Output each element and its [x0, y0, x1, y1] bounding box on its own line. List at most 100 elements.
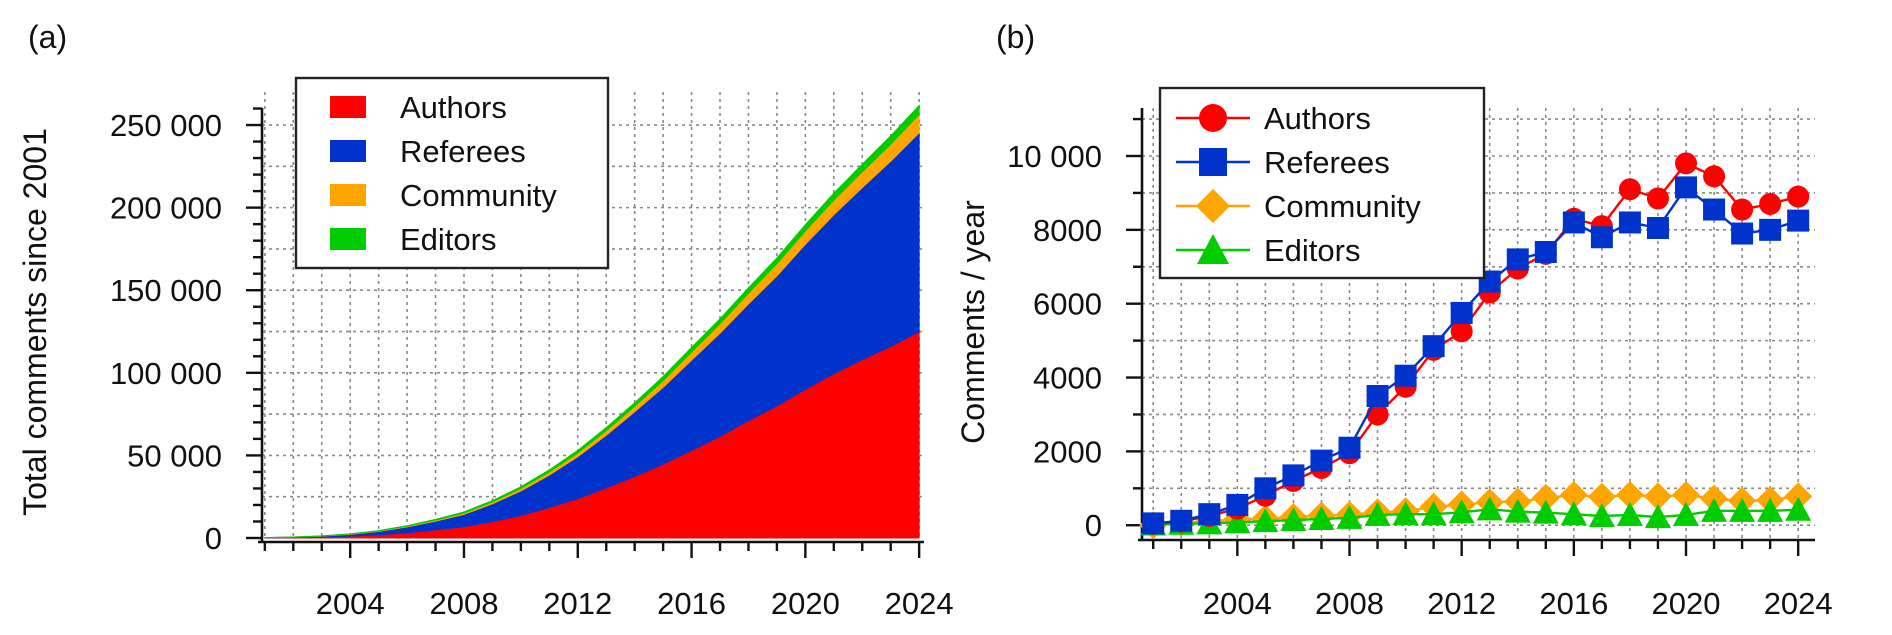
- legend-label: Referees: [400, 134, 526, 169]
- community-marker: [1615, 480, 1644, 509]
- referees-marker: [1562, 211, 1585, 234]
- referees-marker: [1422, 335, 1445, 358]
- authors-marker: [1450, 320, 1473, 343]
- referees-marker: [1310, 449, 1333, 472]
- panel-a-label: (a): [28, 19, 67, 55]
- legend-marker-referees: [1199, 148, 1227, 176]
- referees-marker: [1759, 218, 1782, 241]
- y-tick-label: 0: [1085, 508, 1102, 543]
- editors-marker: [1616, 501, 1643, 526]
- referees-marker: [1703, 198, 1726, 221]
- legend-marker-community: [1196, 189, 1230, 223]
- referees-marker: [1254, 477, 1277, 500]
- legend-swatch-community: [330, 184, 366, 206]
- legend-label: Editors: [1264, 233, 1360, 268]
- authors-marker: [1366, 403, 1389, 426]
- editors-marker: [1420, 501, 1447, 526]
- legend-marker-authors: [1199, 104, 1227, 132]
- community-marker: [1643, 482, 1672, 511]
- editors-marker: [1588, 503, 1615, 527]
- legend-swatch-referees: [330, 140, 366, 162]
- referees-marker: [1198, 503, 1221, 526]
- referees-marker: [1450, 301, 1473, 324]
- y-tick-label: 6000: [1033, 287, 1102, 322]
- y-tick-label: 150 000: [110, 273, 222, 308]
- referees-marker: [1731, 222, 1754, 245]
- community-marker: [1672, 480, 1701, 509]
- legend-label: Referees: [1264, 145, 1390, 180]
- referees-marker: [1394, 364, 1417, 387]
- y-tick-label: 100 000: [110, 356, 222, 391]
- editors-marker: [1280, 507, 1307, 532]
- referees-marker: [1366, 385, 1389, 407]
- y-tick-label: 4000: [1033, 361, 1102, 396]
- legend-label: Authors: [1264, 101, 1371, 136]
- referees-marker: [1142, 512, 1165, 535]
- community-marker: [1531, 483, 1560, 512]
- panel-b: (b) 0 2000 4000 6000 8000 10 000 2004 2008 2012 20…: [955, 19, 1833, 621]
- y-tick-label: 50 000: [127, 438, 222, 473]
- community-marker: [1784, 482, 1813, 511]
- editors-marker: [1644, 504, 1671, 529]
- editors-marker: [1757, 497, 1784, 522]
- referees-marker: [1506, 248, 1529, 271]
- editors-marker: [1504, 498, 1531, 523]
- editors-marker: [1701, 497, 1728, 522]
- x-tick-label: 2024: [1764, 586, 1833, 621]
- editors-marker: [1532, 499, 1559, 524]
- x-tick-label: 2016: [1539, 586, 1608, 621]
- editors-marker: [1392, 501, 1419, 526]
- x-tick-label: 2020: [1652, 586, 1721, 621]
- legend-swatch-authors: [330, 96, 366, 118]
- editors-marker: [1252, 508, 1279, 533]
- referees-marker: [1534, 241, 1557, 263]
- legend-label: Editors: [400, 222, 496, 257]
- authors-marker: [1703, 165, 1726, 188]
- x-tick-label: 2008: [1315, 586, 1384, 621]
- referees-marker: [1590, 226, 1613, 249]
- authors-marker: [1675, 152, 1698, 175]
- authors-marker: [1787, 185, 1810, 208]
- editors-area: [264, 104, 920, 539]
- editors-marker: [1729, 497, 1756, 522]
- authors-marker: [1759, 193, 1782, 215]
- panel-b-label: (b): [996, 19, 1035, 55]
- legend-swatch-editors: [330, 228, 366, 250]
- y-tick-label: 2000: [1033, 434, 1102, 469]
- editors-marker: [1476, 496, 1503, 521]
- legend-label: Community: [400, 178, 557, 213]
- y-axis-title: Total comments since 2001: [17, 128, 53, 516]
- y-tick-label: 8000: [1033, 213, 1102, 248]
- referees-marker: [1170, 509, 1193, 532]
- panel-a: (a) 0 50 000 100 000 150 000 200 000 250 000 20…: [17, 19, 954, 621]
- referees-marker: [1675, 176, 1698, 199]
- editors-marker: [1560, 501, 1587, 526]
- editors-marker: [1308, 505, 1335, 530]
- editors-marker: [1785, 496, 1812, 521]
- editors-marker: [1673, 501, 1700, 526]
- authors-marker: [1646, 187, 1669, 210]
- x-tick-label: 2012: [1427, 586, 1496, 621]
- legend-label: Community: [1264, 189, 1421, 224]
- referees-marker: [1787, 209, 1810, 232]
- referees-marker: [1226, 493, 1249, 516]
- x-tick-label: 2008: [429, 586, 498, 621]
- editors-marker: [1364, 501, 1391, 526]
- referees-marker: [1338, 436, 1361, 459]
- referees-marker: [1618, 211, 1641, 234]
- editors-marker: [1224, 509, 1251, 534]
- x-tick-label: 2004: [316, 586, 385, 621]
- community-marker: [1559, 480, 1588, 509]
- authors-marker: [1731, 198, 1754, 221]
- editors-line: [1153, 508, 1799, 526]
- referees-marker: [1646, 217, 1669, 239]
- x-tick-label: 2016: [657, 586, 726, 621]
- editors-marker: [1448, 499, 1475, 524]
- y-tick-label: 10 000: [1007, 139, 1102, 174]
- y-axis-title: Comments / year: [955, 200, 991, 444]
- x-tick-label: 2012: [543, 586, 612, 621]
- y-tick-label: 250 000: [110, 108, 222, 143]
- legend-marker-editors: [1197, 234, 1229, 264]
- editors-marker: [1336, 504, 1363, 529]
